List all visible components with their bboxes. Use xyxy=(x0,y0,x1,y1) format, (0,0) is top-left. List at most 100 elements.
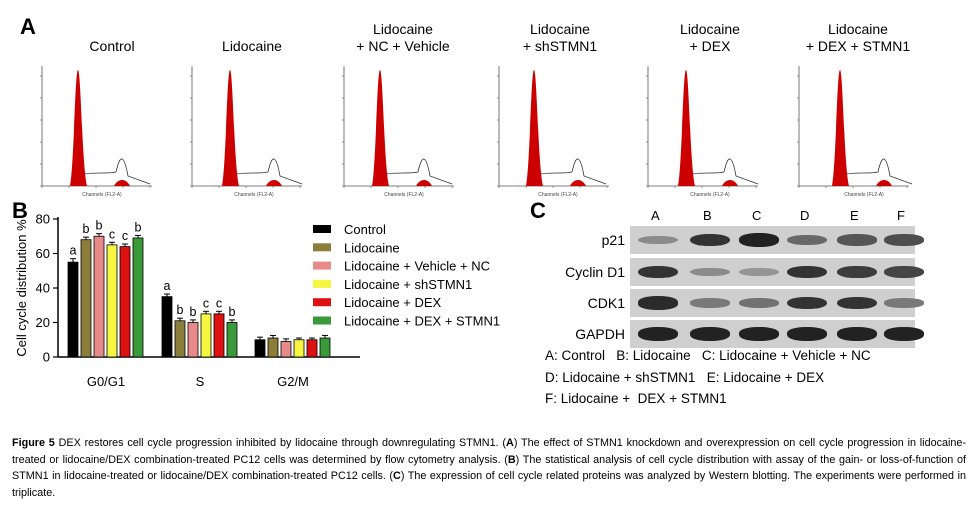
blot-band xyxy=(690,327,730,341)
blot-band xyxy=(739,327,779,341)
blot-band xyxy=(884,298,924,308)
y-tick-label: 60 xyxy=(36,246,50,261)
caption-ref-c: C xyxy=(393,470,401,482)
y-axis-label: Number xyxy=(342,123,344,141)
caption-label: Figure 5 xyxy=(12,437,55,449)
blot-band xyxy=(787,234,827,246)
lane-key-line: F: Lidocaine + DEX + STMN1 xyxy=(545,391,727,406)
caption-part2: ) The effect of STMN1 knockdown and over… xyxy=(12,437,966,466)
x-axis-label: Channels (FL2-A) xyxy=(538,192,578,198)
bar xyxy=(254,339,266,358)
g2-peak xyxy=(266,180,282,186)
lane-key-line: D: Lidocaine + shSTMN1 E: Lidocaine + DE… xyxy=(545,369,825,385)
lane-label: C xyxy=(752,208,762,223)
significance-letter: b xyxy=(83,222,90,236)
caption-part3: ) The statistical analysis of cell cycle… xyxy=(12,453,966,483)
legend-swatch xyxy=(313,225,331,233)
caption-ref-b: B xyxy=(507,453,516,466)
y-axis-label: Number xyxy=(797,123,799,141)
blot-band xyxy=(739,233,779,247)
protein-label: p21 xyxy=(601,232,625,248)
flow-histogram: Channels (FL2-A) Number xyxy=(342,66,454,198)
x-axis-label: Channels (FL2-A) xyxy=(690,192,730,198)
y-tick-label: 20 xyxy=(36,315,50,330)
significance-letter: a xyxy=(70,244,77,258)
bar xyxy=(267,337,279,358)
g1-peak xyxy=(70,70,87,186)
panel-b-letter: B xyxy=(12,198,28,223)
category-label: G2/M xyxy=(277,374,309,389)
lane-label: B xyxy=(703,208,712,223)
legend-label: Lidocaine + DEX + STMN1 xyxy=(344,314,500,329)
blot-band xyxy=(638,235,678,245)
blot-band xyxy=(787,296,827,310)
significance-letter: c xyxy=(109,227,115,241)
protein-label: Cyclin D1 xyxy=(565,264,625,280)
flow-title-line: + DEX + STMN1 xyxy=(805,38,911,54)
flow-histogram: Channels (FL2-A) Number xyxy=(646,66,759,198)
flow-title: Control xyxy=(37,38,187,55)
flow-histogram: Channels (FL2-A) Number xyxy=(190,66,303,198)
blot-band xyxy=(837,234,877,246)
bar xyxy=(106,244,118,358)
g1-peak xyxy=(526,70,543,186)
bar xyxy=(174,320,186,358)
x-axis-label: Channels (FL2-A) xyxy=(234,192,274,198)
significance-letter: b xyxy=(177,303,184,317)
caption-ref-a: A xyxy=(506,437,514,449)
flow-title-line: Control xyxy=(89,38,135,54)
bar xyxy=(67,261,79,358)
y-axis-label: Number xyxy=(40,123,42,141)
y-axis-label: Number xyxy=(497,123,499,141)
flow-title: Lidocaine + shSTMN1 xyxy=(485,21,635,55)
lane-label: D xyxy=(800,208,810,223)
blot-strip xyxy=(630,258,924,286)
blot-band xyxy=(837,327,877,341)
significance-letter: c xyxy=(122,229,128,243)
bar xyxy=(161,296,173,358)
significance-letter: a xyxy=(164,279,171,293)
g1-peak xyxy=(678,70,695,186)
bar xyxy=(213,313,225,358)
flow-title: Lidocaine + NC + Vehicle xyxy=(328,21,478,55)
blot-band xyxy=(739,298,779,308)
blot-band xyxy=(690,233,730,247)
flow-title-line: + NC + Vehicle xyxy=(356,38,450,54)
category-label: S xyxy=(196,374,205,389)
histogram-outline xyxy=(692,158,759,185)
y-axis-label: Cell cycle distribution % xyxy=(14,219,29,357)
flow-histogram: Channels (FL2-A) Number xyxy=(40,66,152,198)
blot-band xyxy=(884,327,924,341)
bar xyxy=(280,341,292,358)
blot-band xyxy=(690,267,730,277)
histogram-outline xyxy=(540,158,607,185)
g2-peak xyxy=(722,180,738,186)
flow-title-line: Lidocaine xyxy=(828,21,888,37)
legend-swatch xyxy=(313,316,331,325)
legend-swatch xyxy=(313,261,331,270)
legend-label: Lidocaine + shSTMN1 xyxy=(344,277,472,292)
blot-band xyxy=(787,327,827,341)
g2-peak xyxy=(570,180,586,186)
blot-band xyxy=(638,327,678,341)
blot-band xyxy=(638,296,678,310)
x-axis-label: Channels (FL2-A) xyxy=(384,192,424,198)
category-label: G0/G1 xyxy=(87,374,125,389)
histogram-outline xyxy=(84,158,151,185)
bar xyxy=(293,339,305,358)
blot-band xyxy=(638,265,678,279)
lane-label: A xyxy=(651,208,660,223)
flow-histogram: Channels (FL2-A) Number xyxy=(497,66,609,198)
flow-title-line: Lidocaine xyxy=(680,21,740,37)
bar xyxy=(132,237,144,358)
lane-label: F xyxy=(897,208,905,223)
histogram-outline xyxy=(846,158,913,185)
y-axis-label: Number xyxy=(190,123,192,141)
legend-label: Lidocaine xyxy=(344,240,400,255)
blot-band xyxy=(739,267,779,277)
blot-strip xyxy=(630,320,924,348)
lane-label: E xyxy=(850,208,859,223)
x-axis-label: Channels (FL2-A) xyxy=(844,192,884,198)
